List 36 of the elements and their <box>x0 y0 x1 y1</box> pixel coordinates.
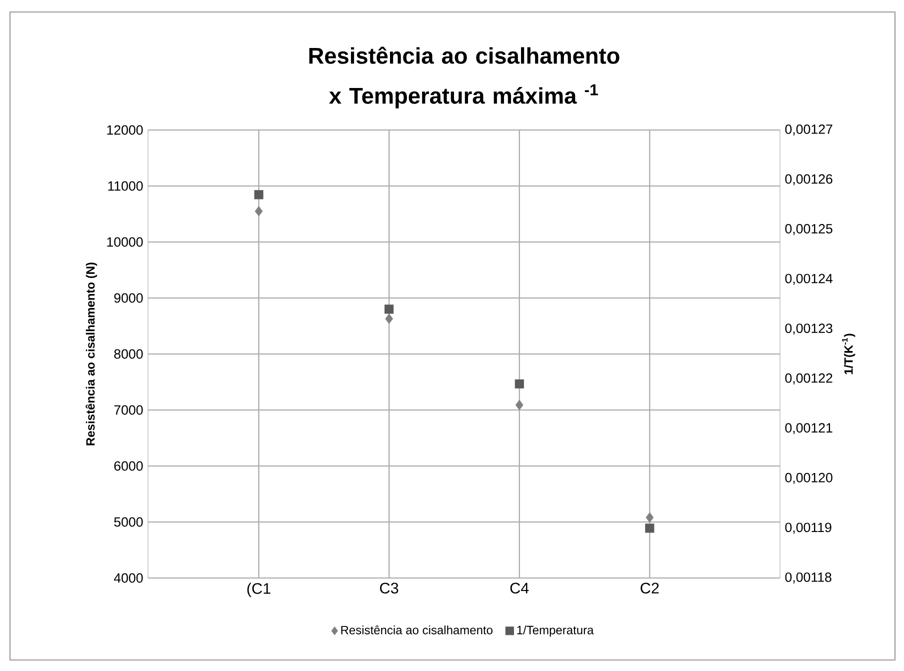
point <box>646 512 654 523</box>
y-axis-title: Resistência ao cisalhamento (N) <box>86 262 98 446</box>
y2-axis-title: 1/T(K$^{-1}$) <box>842 334 856 374</box>
y2-tick-label: 0,00120 <box>785 472 832 484</box>
point <box>385 314 393 324</box>
x-tick-label: C4 <box>510 582 529 594</box>
y-tick-label: 9000 <box>114 293 143 303</box>
y2-tick-label: 0,00124 <box>785 274 833 285</box>
y-tick-label: 12000 <box>107 125 143 135</box>
y2-tick-label: 0,00127 <box>785 124 832 136</box>
point <box>384 304 394 314</box>
x-tick-label: C3 <box>380 582 398 594</box>
y2-tick-label: 0,00126 <box>785 174 832 186</box>
legend-label: 1/Temperatura <box>517 625 594 637</box>
y2-tick-label: 0,00118 <box>785 572 832 584</box>
point <box>645 524 654 533</box>
legend-label: Resistência ao cisalhamento <box>341 625 492 634</box>
y-tick-label: 8000 <box>114 349 143 359</box>
y2-tick-label: 0,00125 <box>785 224 832 236</box>
y-tick-label: 7000 <box>114 405 143 415</box>
y2-tick-label: 0,00121 <box>785 423 832 434</box>
y2-tick-label: 0,00119 <box>785 522 832 534</box>
y-tick-label: 10000 <box>107 237 143 247</box>
y2-tick-label: 0,00122 <box>785 373 832 384</box>
chart-title: Resistência ao cisalhamento x Temperatura máxima $^{-1}$ <box>309 46 620 108</box>
y-tick-label: 11000 <box>108 181 143 191</box>
point <box>254 206 263 216</box>
point <box>516 400 524 410</box>
point <box>514 379 524 388</box>
y-tick-label: 5000 <box>114 517 143 527</box>
y2-tick-label: 0,00123 <box>785 324 832 335</box>
y-tick-label: 4000 <box>114 573 143 583</box>
x-tick-label: C2 <box>640 582 659 594</box>
point <box>254 190 264 200</box>
y-tick-label: 6000 <box>114 461 143 471</box>
x-tick-label: (C1 <box>247 582 270 597</box>
